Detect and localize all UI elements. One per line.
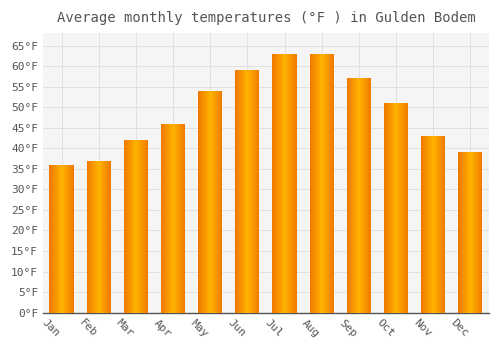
Title: Average monthly temperatures (°F ) in Gulden Bodem: Average monthly temperatures (°F ) in Gu…: [56, 11, 476, 25]
